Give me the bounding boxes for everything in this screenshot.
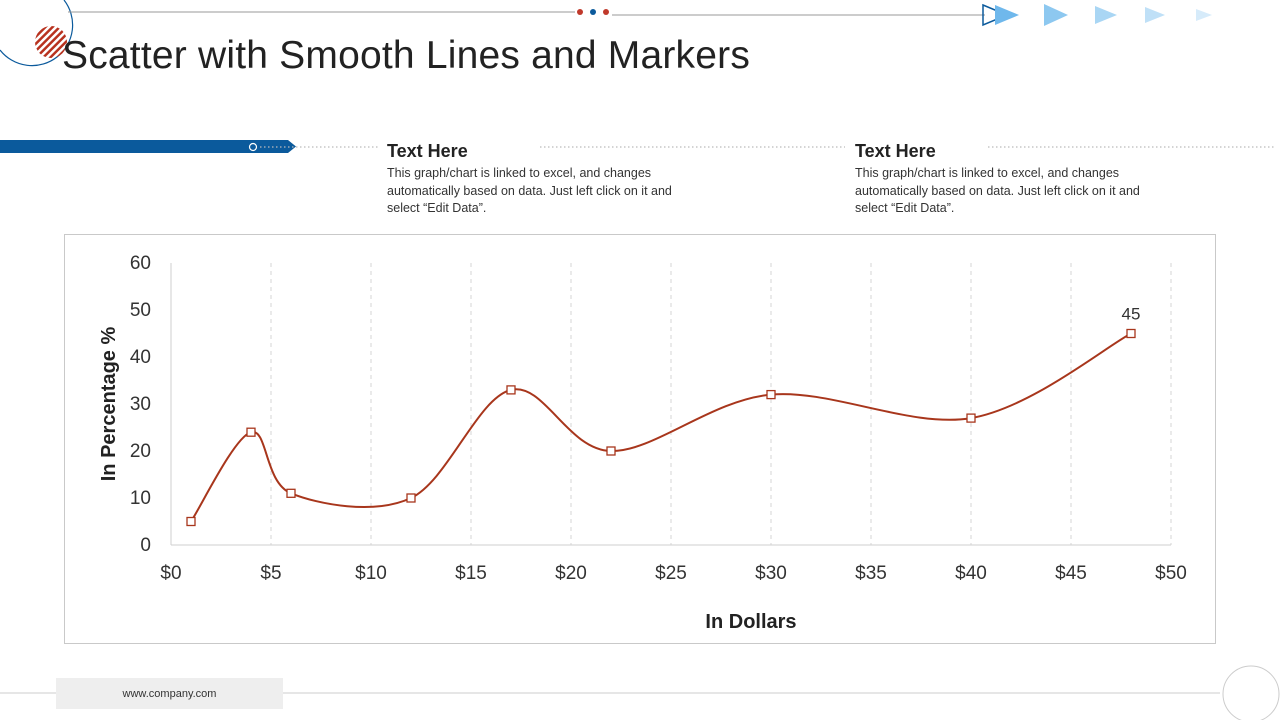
y-tick-label: 10 xyxy=(130,488,151,509)
data-point-marker[interactable] xyxy=(406,493,416,503)
blue-accent-bar xyxy=(0,140,288,153)
text-block-left: Text Here This graph/chart is linked to … xyxy=(387,141,687,218)
slide-title: Scatter with Smooth Lines and Markers xyxy=(62,34,751,77)
bar-ring-icon xyxy=(248,142,258,152)
data-point-marker[interactable] xyxy=(1126,328,1136,339)
arrow-icon-5 xyxy=(1196,9,1212,21)
data-point-marker[interactable] xyxy=(186,516,196,527)
text-block-right: Text Here This graph/chart is linked to … xyxy=(855,141,1155,218)
text-block-left-heading: Text Here xyxy=(387,141,468,161)
arrow-icon-4 xyxy=(1145,7,1165,23)
data-point-marker[interactable] xyxy=(286,488,296,498)
scatter-chart[interactable]: $0 $5 $10 $15 $20 $25 $30 $35 $40 $45 $50 0 10 20 30 40… xyxy=(65,235,1217,645)
data-label: 45 xyxy=(1122,305,1141,324)
footer-url: www.company.com xyxy=(56,678,283,709)
dot-red-left xyxy=(577,9,583,15)
y-tick-label: 30 xyxy=(130,394,151,415)
y-tick-label: 60 xyxy=(130,253,151,274)
x-tick-label: $10 xyxy=(355,563,387,584)
footer-circle-decoration xyxy=(1222,665,1280,720)
y-tick-label: 40 xyxy=(130,347,151,368)
x-tick-label: $35 xyxy=(855,563,887,584)
data-point-marker[interactable] xyxy=(246,427,256,437)
data-point-marker[interactable] xyxy=(966,413,976,423)
text-block-left-body: This graph/chart is linked to excel, and… xyxy=(387,166,672,215)
data-point-marker[interactable] xyxy=(506,385,516,395)
dot-blue xyxy=(590,9,596,15)
striped-circle-decoration xyxy=(35,26,67,58)
y-tick-label: 0 xyxy=(140,535,151,556)
x-axis-title: In Dollars xyxy=(705,611,796,633)
series-line-0 xyxy=(190,332,1132,523)
data-point-marker[interactable] xyxy=(766,389,776,400)
arrow-icon-2 xyxy=(1044,4,1068,26)
dot-red-right xyxy=(603,9,609,15)
text-block-right-body: This graph/chart is linked to excel, and… xyxy=(855,166,1140,215)
x-tick-label: $30 xyxy=(755,563,787,584)
x-tick-label: $20 xyxy=(555,563,587,584)
x-tick-label: $0 xyxy=(160,563,181,584)
x-tick-label: $5 xyxy=(260,563,281,584)
arrow-icon-3 xyxy=(1095,6,1117,24)
y-tick-label: 50 xyxy=(130,300,151,321)
header-arc-decoration xyxy=(0,0,74,67)
x-tick-label: $45 xyxy=(1055,563,1087,584)
y-axis-title: In Percentage % xyxy=(98,327,120,482)
text-block-right-heading: Text Here xyxy=(855,141,936,161)
arrow-icon-1 xyxy=(995,5,1019,25)
x-tick-label: $40 xyxy=(955,563,987,584)
x-tick-label: $15 xyxy=(455,563,487,584)
x-tick-label: $50 xyxy=(1155,563,1187,584)
y-tick-label: 20 xyxy=(130,441,151,462)
x-tick-label: $25 xyxy=(655,563,687,584)
data-point-marker[interactable] xyxy=(606,446,616,456)
chart-frame[interactable]: $0 $5 $10 $15 $20 $25 $30 $35 $40 $45 $50 0 10 20 30 40… xyxy=(64,234,1216,644)
